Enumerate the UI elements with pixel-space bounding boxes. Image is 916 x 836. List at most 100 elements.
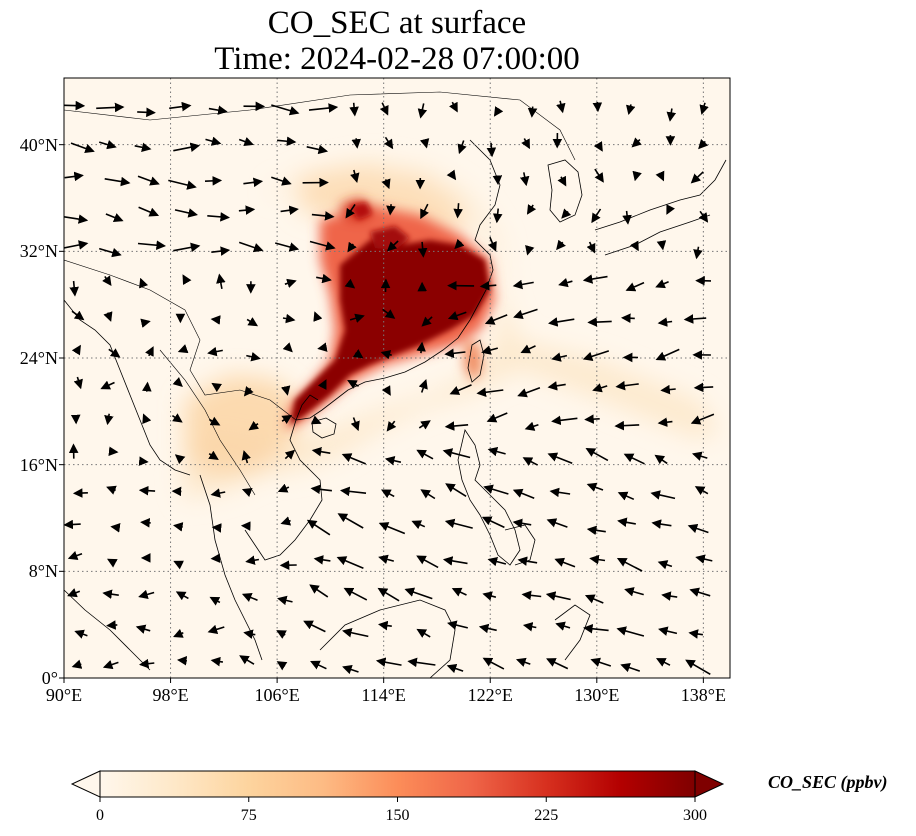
japan-islands <box>594 159 727 256</box>
wind-arrow <box>522 457 538 466</box>
wind-arrow <box>175 591 189 601</box>
wind-arrow <box>140 318 151 328</box>
wind-arrow <box>442 448 471 459</box>
wind-arrow <box>449 101 458 113</box>
colorbar-label: CO_SEC (ppbv) <box>768 772 888 792</box>
wind-arrow <box>140 518 151 528</box>
colorbar-tick-label: 150 <box>385 807 410 824</box>
wind-arrow <box>344 278 356 289</box>
wind-arrow <box>207 624 225 634</box>
wind-arrow <box>656 240 667 251</box>
colorbar-tick-label: 225 <box>534 807 559 824</box>
wind-arrow <box>271 176 292 186</box>
wind-arrow <box>584 594 604 604</box>
wind-arrow <box>548 317 575 327</box>
wind-arrow <box>487 556 507 567</box>
wind-arrow <box>106 485 117 495</box>
wind-arrow <box>137 240 166 250</box>
wind-arrow <box>592 383 608 393</box>
wind-arrow <box>582 350 610 361</box>
wind-arrow <box>384 456 402 466</box>
wind-arrow <box>177 344 189 354</box>
wind-arrow <box>481 516 505 529</box>
wind-arrow <box>621 313 635 323</box>
title-line1: CO_SEC at surface <box>267 5 527 41</box>
wind-arrow <box>558 277 573 288</box>
lat-tick-label: 16°N <box>19 454 58 475</box>
wind-arrow <box>177 655 188 666</box>
wind-arrow <box>313 311 323 322</box>
wind-arrow <box>316 273 332 284</box>
wind-arrow <box>517 386 541 398</box>
wind-arrow <box>145 346 154 357</box>
lon-tick-label: 98°E <box>152 685 189 705</box>
wind-arrow <box>685 659 711 675</box>
wind-arrow <box>481 345 499 355</box>
wind-arrow <box>241 450 251 464</box>
wind-arrow <box>378 522 406 535</box>
wind-arrow <box>418 378 428 393</box>
wind-arrow <box>417 103 428 119</box>
wind-arrow <box>479 280 497 291</box>
wind-arrow <box>691 451 708 461</box>
wind-arrow <box>311 446 331 457</box>
wind-arrow <box>379 102 389 116</box>
wind-arrow <box>139 658 155 669</box>
wind-arrow <box>420 489 436 500</box>
wind-arrow <box>517 556 538 566</box>
wind-arrow <box>210 488 226 498</box>
wind-arrow <box>584 414 600 424</box>
wind-arrow <box>556 100 566 114</box>
wind-arrow <box>555 621 571 631</box>
wind-arrow <box>349 313 365 323</box>
wind-arrow <box>277 483 290 493</box>
wind-arrow <box>248 420 260 431</box>
wind-arrow <box>657 560 673 570</box>
wind-arrow <box>138 589 155 600</box>
taiwan-island <box>467 339 485 383</box>
wind-arrow <box>64 240 89 250</box>
wind-arrow <box>138 485 156 496</box>
wind-arrow <box>418 420 431 430</box>
wind-arrow <box>526 204 537 215</box>
wind-arrow <box>586 482 604 492</box>
wind-vectors <box>64 100 715 675</box>
wind-arrow <box>524 421 539 431</box>
wind-arrow <box>454 238 465 250</box>
lon-tick-label: 138°E <box>680 685 726 705</box>
wind-arrow <box>453 203 463 219</box>
colorbar-gradient <box>100 771 695 797</box>
wind-arrow <box>687 523 709 534</box>
wind-arrow <box>276 661 288 671</box>
wind-arrow <box>137 107 156 118</box>
coastlines <box>64 91 727 678</box>
wind-arrow <box>521 138 530 150</box>
wind-arrow <box>246 317 259 327</box>
wind-arrow <box>545 591 571 601</box>
wind-arrow <box>173 628 184 638</box>
wind-arrow <box>515 657 531 667</box>
wind-arrow <box>625 281 645 292</box>
wind-arrow <box>482 591 497 601</box>
colorbar-ticks <box>99 797 696 802</box>
wind-arrow <box>317 342 328 352</box>
wind-arrow <box>309 240 336 251</box>
wind-arrow <box>276 630 287 639</box>
wind-arrow <box>419 138 430 149</box>
wind-arrow <box>98 140 117 150</box>
wind-arrow <box>208 450 219 460</box>
wind-arrow <box>73 376 83 390</box>
wind-arrow <box>74 629 88 639</box>
wind-arrow <box>632 170 642 182</box>
wind-arrow <box>108 348 121 358</box>
title-line2: Time: 2024-02-28 07:00:00 <box>214 41 580 77</box>
wind-arrow <box>337 513 364 529</box>
wind-arrow <box>64 171 84 182</box>
wind-arrow <box>274 242 300 252</box>
lon-tick-label: 122°E <box>467 685 513 705</box>
wind-arrow <box>211 246 231 256</box>
wind-arrow <box>106 558 118 568</box>
wind-arrow <box>695 554 713 564</box>
wind-arrow <box>484 314 508 325</box>
wind-arrow <box>174 208 198 218</box>
